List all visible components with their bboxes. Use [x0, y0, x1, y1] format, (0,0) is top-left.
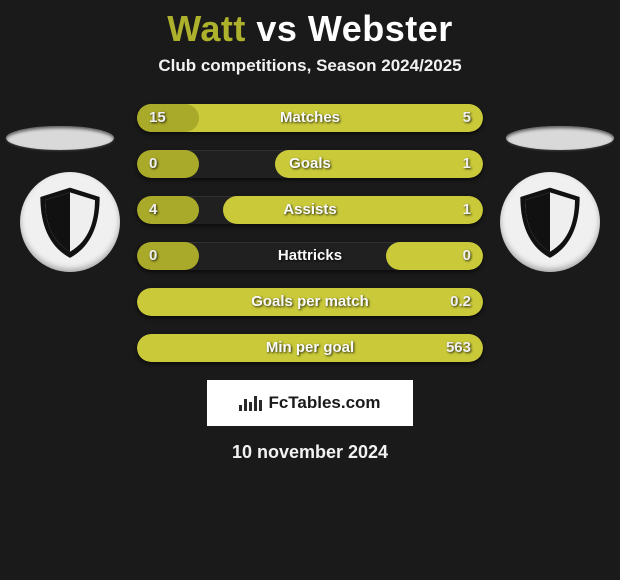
player2-name: Webster — [308, 8, 453, 49]
vs-word: vs — [256, 8, 297, 49]
stat-row: 15Matches5 — [137, 104, 483, 132]
club-crest-left — [20, 172, 120, 272]
comparison-title: Watt vs Webster — [0, 0, 620, 50]
stat-label: Min per goal — [137, 334, 483, 362]
stat-row: 0Hattricks0 — [137, 242, 483, 270]
stat-label: Goals — [137, 150, 483, 178]
date: 10 november 2024 — [0, 442, 620, 463]
shield-icon — [31, 183, 109, 261]
stat-bars: 15Matches50Goals14Assists10Hattricks0Goa… — [137, 104, 483, 362]
platform-left — [6, 126, 114, 150]
player1-name: Watt — [167, 8, 246, 49]
stat-row: 0Goals1 — [137, 150, 483, 178]
stat-row: Goals per match0.2 — [137, 288, 483, 316]
stat-label: Matches — [137, 104, 483, 132]
attribution-badge: FcTables.com — [207, 380, 413, 426]
stat-row: 4Assists1 — [137, 196, 483, 224]
stat-label: Hattricks — [137, 242, 483, 270]
chart-area: 15Matches50Goals14Assists10Hattricks0Goa… — [0, 104, 620, 362]
stat-label: Assists — [137, 196, 483, 224]
stat-value-right: 5 — [463, 104, 471, 132]
club-crest-right — [500, 172, 600, 272]
stat-value-right: 1 — [463, 196, 471, 224]
platform-right — [506, 126, 614, 150]
subtitle: Club competitions, Season 2024/2025 — [0, 56, 620, 76]
stat-value-right: 0.2 — [450, 288, 471, 316]
stat-value-right: 563 — [446, 334, 471, 362]
stat-value-right: 0 — [463, 242, 471, 270]
stat-row: Min per goal563 — [137, 334, 483, 362]
shield-icon — [511, 183, 589, 261]
bar-chart-icon — [239, 396, 262, 411]
stat-value-right: 1 — [463, 150, 471, 178]
stat-label: Goals per match — [137, 288, 483, 316]
attribution-text: FcTables.com — [268, 393, 380, 413]
